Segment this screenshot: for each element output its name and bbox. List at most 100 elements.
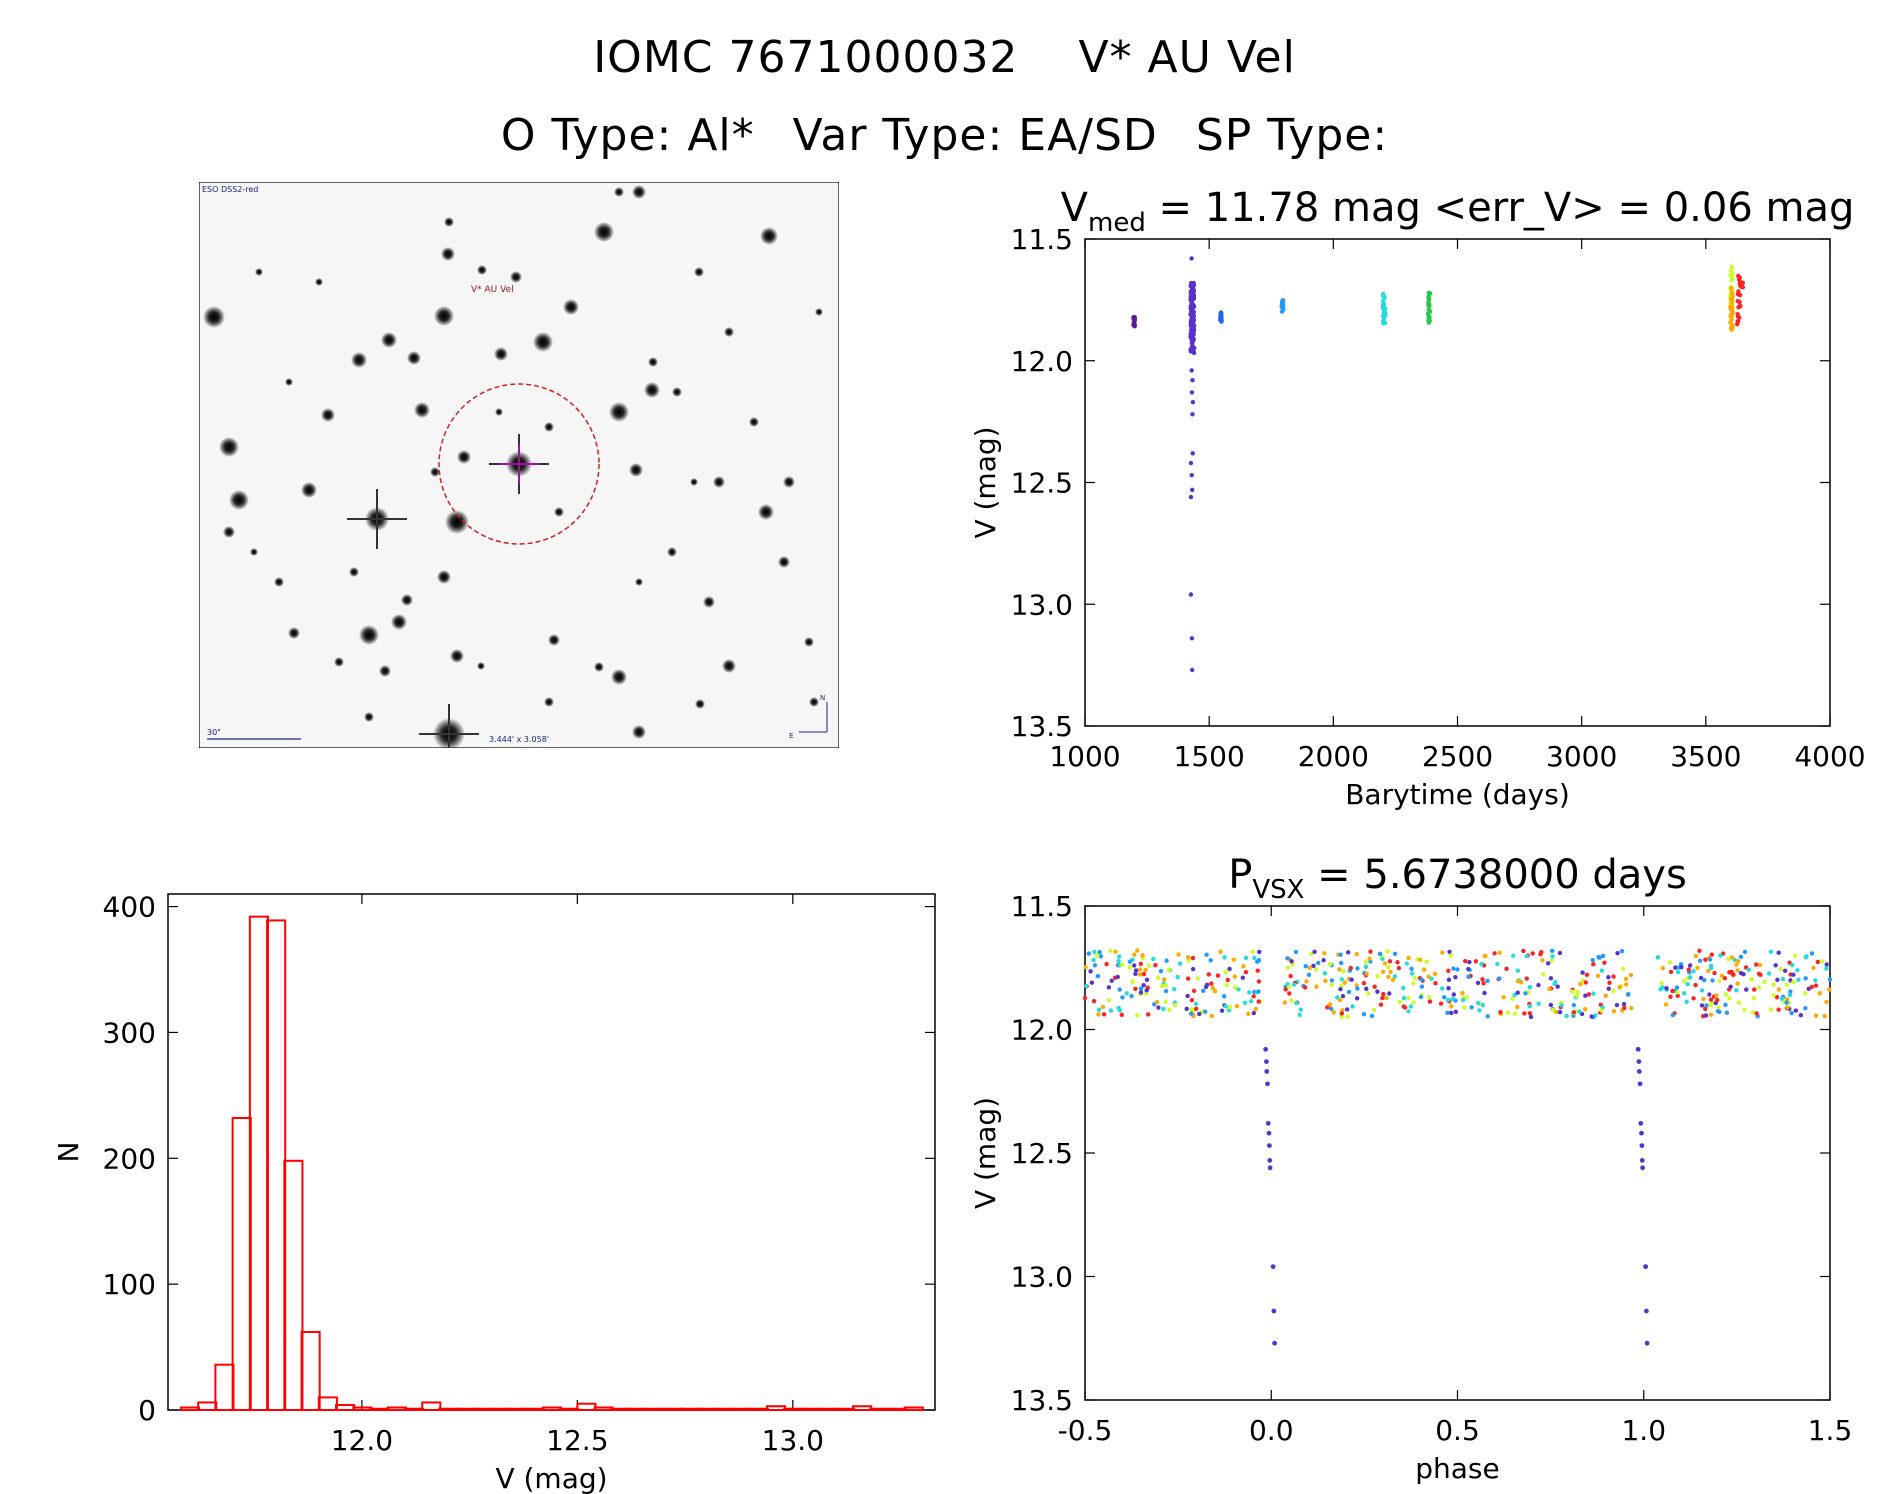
data-point xyxy=(1191,304,1197,309)
data-point xyxy=(1191,326,1197,331)
data-point xyxy=(1737,282,1743,287)
data-point xyxy=(1143,967,1148,973)
data-point xyxy=(1706,968,1711,974)
star xyxy=(407,351,421,365)
histogram-bar xyxy=(817,1407,838,1411)
data-point xyxy=(1467,968,1473,973)
data-point xyxy=(1190,346,1196,351)
data-point xyxy=(1464,995,1469,1000)
data-point xyxy=(1191,302,1196,308)
data-point xyxy=(1256,989,1261,994)
data-point xyxy=(1728,292,1733,297)
histogram-bar xyxy=(179,1406,201,1411)
data-point xyxy=(1363,959,1368,964)
data-point xyxy=(1185,955,1191,960)
data-point xyxy=(1426,316,1432,321)
data-point xyxy=(1522,1011,1527,1016)
data-point xyxy=(1215,973,1221,978)
data-point xyxy=(1550,1007,1556,1013)
x-tick-label: 12.5 xyxy=(546,1424,608,1457)
histogram-bar xyxy=(765,1405,787,1411)
data-point xyxy=(1735,319,1740,324)
data-point xyxy=(1294,1000,1300,1005)
data-point xyxy=(1175,974,1180,980)
data-point xyxy=(1184,1006,1189,1011)
data-point xyxy=(1189,337,1194,342)
data-point xyxy=(1730,294,1735,300)
data-point xyxy=(1419,984,1425,989)
fov-label: 3.444' x 3.058' xyxy=(489,735,549,744)
data-point xyxy=(1188,306,1193,311)
data-point xyxy=(1815,959,1820,965)
x-tick-label: 1.5 xyxy=(1808,1414,1853,1447)
histogram-bar xyxy=(576,1402,597,1411)
data-point xyxy=(1426,318,1431,324)
data-point xyxy=(1426,318,1431,323)
star xyxy=(301,482,317,498)
data-point xyxy=(1223,1004,1228,1009)
star-name: V* AU Vel xyxy=(1078,32,1296,83)
data-point xyxy=(1426,290,1431,296)
data-point xyxy=(1131,322,1136,328)
y-tick-label: 13.0 xyxy=(1011,1261,1073,1294)
histogram-bar xyxy=(748,1407,769,1411)
data-point xyxy=(1731,972,1736,977)
data-point xyxy=(1162,977,1167,982)
data-point xyxy=(1191,302,1196,308)
data-point xyxy=(1132,315,1137,320)
data-point xyxy=(1385,949,1390,954)
data-point xyxy=(1116,1005,1121,1011)
chart-title: PVSX = 5.6738000 days xyxy=(1228,852,1687,905)
variable-type: Var Type: EA/SD xyxy=(792,110,1158,161)
data-point xyxy=(1528,1014,1534,1020)
data-point xyxy=(1190,285,1196,290)
data-point xyxy=(1619,949,1625,954)
data-point xyxy=(1140,953,1145,958)
data-point xyxy=(1141,971,1147,977)
data-point xyxy=(1306,972,1312,978)
data-point xyxy=(1492,951,1497,956)
histogram-bar xyxy=(800,1407,821,1411)
data-point xyxy=(1817,990,1822,996)
data-point xyxy=(1191,328,1196,333)
data-point xyxy=(1143,991,1149,996)
data-point xyxy=(1729,301,1734,306)
histogram-bar xyxy=(386,1406,407,1411)
data-point xyxy=(1455,967,1460,972)
data-point xyxy=(1728,286,1733,292)
histogram-bar xyxy=(524,1407,545,1411)
plot-frame xyxy=(1084,238,1831,727)
data-point xyxy=(1191,283,1197,288)
data-point xyxy=(1426,318,1431,324)
data-point xyxy=(1191,323,1197,328)
data-point xyxy=(1774,994,1780,1000)
data-point xyxy=(1191,309,1196,314)
data-point xyxy=(1375,989,1380,994)
data-point xyxy=(1798,1012,1804,1018)
data-point xyxy=(1729,288,1735,293)
data-point xyxy=(1219,318,1224,323)
data-point xyxy=(1718,953,1723,958)
data-point xyxy=(1191,336,1196,342)
star xyxy=(510,271,522,283)
data-point xyxy=(1776,987,1782,992)
data-point xyxy=(1505,1010,1511,1015)
data-point xyxy=(1108,948,1113,954)
data-point xyxy=(1301,983,1306,989)
data-point xyxy=(1190,297,1195,303)
data-point xyxy=(1190,330,1195,336)
data-point xyxy=(1602,960,1607,965)
histogram-bar xyxy=(541,1406,562,1411)
data-point xyxy=(1580,978,1586,983)
eclipse-point xyxy=(1266,1143,1272,1148)
data-point xyxy=(1558,1004,1564,1010)
plot-frame xyxy=(1084,905,1831,1401)
data-point xyxy=(1335,995,1340,1000)
data-point xyxy=(1159,983,1165,989)
data-point xyxy=(1339,1011,1345,1016)
data-point xyxy=(1784,1000,1789,1005)
data-point xyxy=(1218,317,1223,323)
data-point xyxy=(1378,1002,1384,1007)
data-point xyxy=(1339,977,1344,982)
data-point xyxy=(1188,312,1194,317)
